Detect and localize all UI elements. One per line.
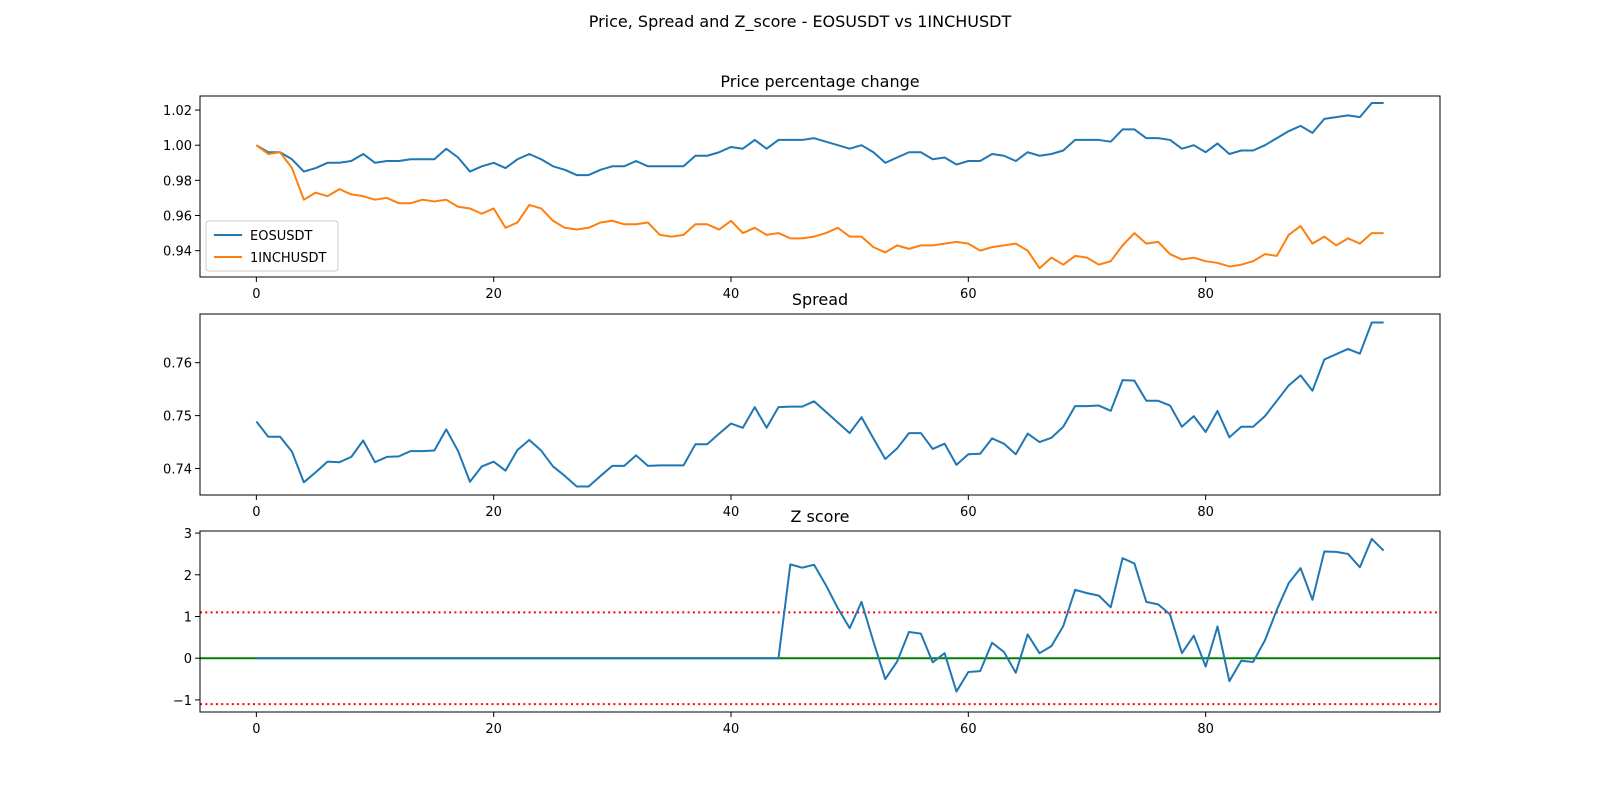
zscore-y-tick-label: 3 xyxy=(184,527,192,542)
legend-label-eosusdt: EOSUSDT xyxy=(250,229,312,244)
zscore-x-tick-label: 20 xyxy=(485,722,502,737)
price-change-y-tick-label: 1.00 xyxy=(163,139,192,154)
price-change-title: Price percentage change xyxy=(720,72,919,91)
spread-y-tick-label: 0.75 xyxy=(163,410,192,425)
spread-series-line-line xyxy=(255,321,1384,488)
zscore-y-tick-label: 1 xyxy=(184,610,192,625)
spread-x-tick-label: 80 xyxy=(1197,505,1214,520)
zscore-x-tick-label: 60 xyxy=(960,722,977,737)
price-change-x-tick-label: 40 xyxy=(723,287,740,302)
price-change-x-tick-label: 0 xyxy=(252,287,260,302)
zscore-x-tick-label: 80 xyxy=(1197,722,1214,737)
price-change-legend: EOSUSDT 1INCHUSDT xyxy=(205,220,339,272)
spread-x-tick-label: 20 xyxy=(485,505,502,520)
spread-x-tick-label: 40 xyxy=(723,505,740,520)
price-change-y-tick-label: 1.02 xyxy=(163,104,192,119)
price-change-y-tick-label: 0.98 xyxy=(163,174,192,189)
price-change-x-tick-label: 20 xyxy=(485,287,502,302)
zscore-x-tick-label: 0 xyxy=(252,722,260,737)
spread-frame xyxy=(199,313,1441,496)
spread-title: Spread xyxy=(792,290,848,309)
zscore-title: Z score xyxy=(790,507,849,526)
zscore-frame xyxy=(199,530,1441,713)
spread-x-tick-label: 60 xyxy=(960,505,977,520)
price-change-y-tick-label: 0.96 xyxy=(163,209,192,224)
zscore-y-tick-label: 0 xyxy=(184,652,192,667)
zscore-y-tick-label: 2 xyxy=(184,569,192,584)
zscore-y-tick-label: −1 xyxy=(173,694,192,709)
zscore-axes: Z score 0 20 40 60 80 −1 0 1 2 3 xyxy=(173,507,1441,737)
spread-y-tick-label: 0.74 xyxy=(163,463,192,478)
zscore-series-line-line xyxy=(256,537,1385,693)
price-change-frame xyxy=(199,95,1441,278)
figure-title: Price, Spread and Z_score - EOSUSDT vs 1… xyxy=(589,12,1012,32)
spread-y-tick-label: 0.76 xyxy=(163,357,192,372)
price-change-x-tick-label: 80 xyxy=(1197,287,1214,302)
spread-axes: Spread 0 20 40 60 80 0.74 0.75 0.76 xyxy=(163,290,1441,520)
legend-label-1inchusdt: 1INCHUSDT xyxy=(250,251,326,266)
price-change-x-tick-label: 60 xyxy=(960,287,977,302)
zscore-x-tick-label: 40 xyxy=(723,722,740,737)
spread-x-tick-label: 0 xyxy=(252,505,260,520)
price-change-axes: Price percentage change 0 20 40 60 80 0.94 0.96… xyxy=(163,72,1441,302)
price-change-series-eosusdt-line xyxy=(255,102,1384,177)
price-change-y-tick-label: 0.94 xyxy=(163,245,192,260)
price-change-series-1inchusdt-line xyxy=(255,144,1384,270)
price-change-legend-box xyxy=(205,220,339,272)
